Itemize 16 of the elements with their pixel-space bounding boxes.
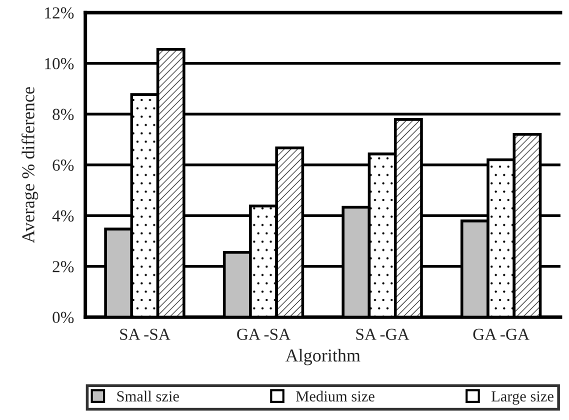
y-tick-label: 6% (52, 160, 74, 171)
y-tick-label: 10% (45, 58, 74, 70)
y-tick-label: 4% (52, 210, 74, 222)
x-tick-label: GA -GA (473, 328, 530, 340)
legend-label: Large size (492, 391, 554, 405)
y-tick-label: 2% (52, 261, 74, 272)
x-tick-label: GA -SA (237, 328, 290, 340)
legend-label: Small szie (117, 390, 179, 402)
x-tick-label: SA -SA (120, 328, 170, 340)
x-tick-label: SA -GA (356, 328, 410, 340)
y-tick-label: 0% (52, 312, 74, 324)
x-axis-title: Algorithm (285, 348, 360, 366)
y-axis-title: Average % difference (22, 87, 38, 244)
y-tick-label: 12% (45, 7, 74, 19)
y-tick-label: 8% (52, 108, 74, 120)
legend-label: Medium size (296, 390, 374, 402)
